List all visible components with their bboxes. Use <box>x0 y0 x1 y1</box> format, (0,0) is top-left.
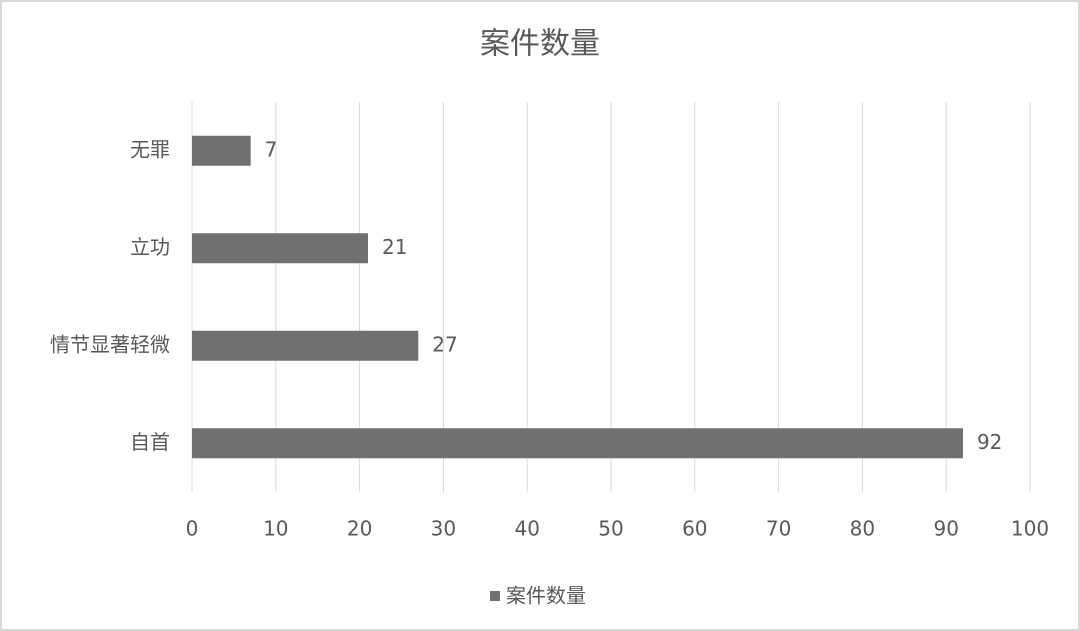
chart-title: 案件数量 <box>480 27 600 62</box>
x-tick-label: 100 <box>1011 517 1049 541</box>
y-tick-label: 情节显著轻微 <box>50 332 170 356</box>
y-tick-label: 自首 <box>130 430 170 454</box>
value-label: 7 <box>265 137 278 161</box>
value-label: 21 <box>382 235 407 259</box>
x-tick-label: 30 <box>431 517 456 541</box>
legend-swatch <box>490 591 500 601</box>
value-label: 27 <box>432 332 457 356</box>
bar <box>192 135 251 166</box>
x-tick-label: 0 <box>186 517 199 541</box>
x-tick-label: 20 <box>347 517 372 541</box>
legend-label: 案件数量 <box>506 584 586 608</box>
x-tick-label: 50 <box>598 517 623 541</box>
x-tick-label: 80 <box>850 517 875 541</box>
value-label: 92 <box>977 430 1002 454</box>
x-tick-label: 60 <box>682 517 707 541</box>
bar <box>192 233 368 264</box>
x-tick-label: 70 <box>766 517 791 541</box>
x-tick-label: 90 <box>933 517 958 541</box>
y-tick-label: 无罪 <box>130 137 170 161</box>
bar <box>192 330 419 361</box>
x-tick-label: 40 <box>514 517 539 541</box>
x-tick-label: 10 <box>263 517 288 541</box>
y-tick-label: 立功 <box>130 235 170 259</box>
bar <box>192 428 963 459</box>
